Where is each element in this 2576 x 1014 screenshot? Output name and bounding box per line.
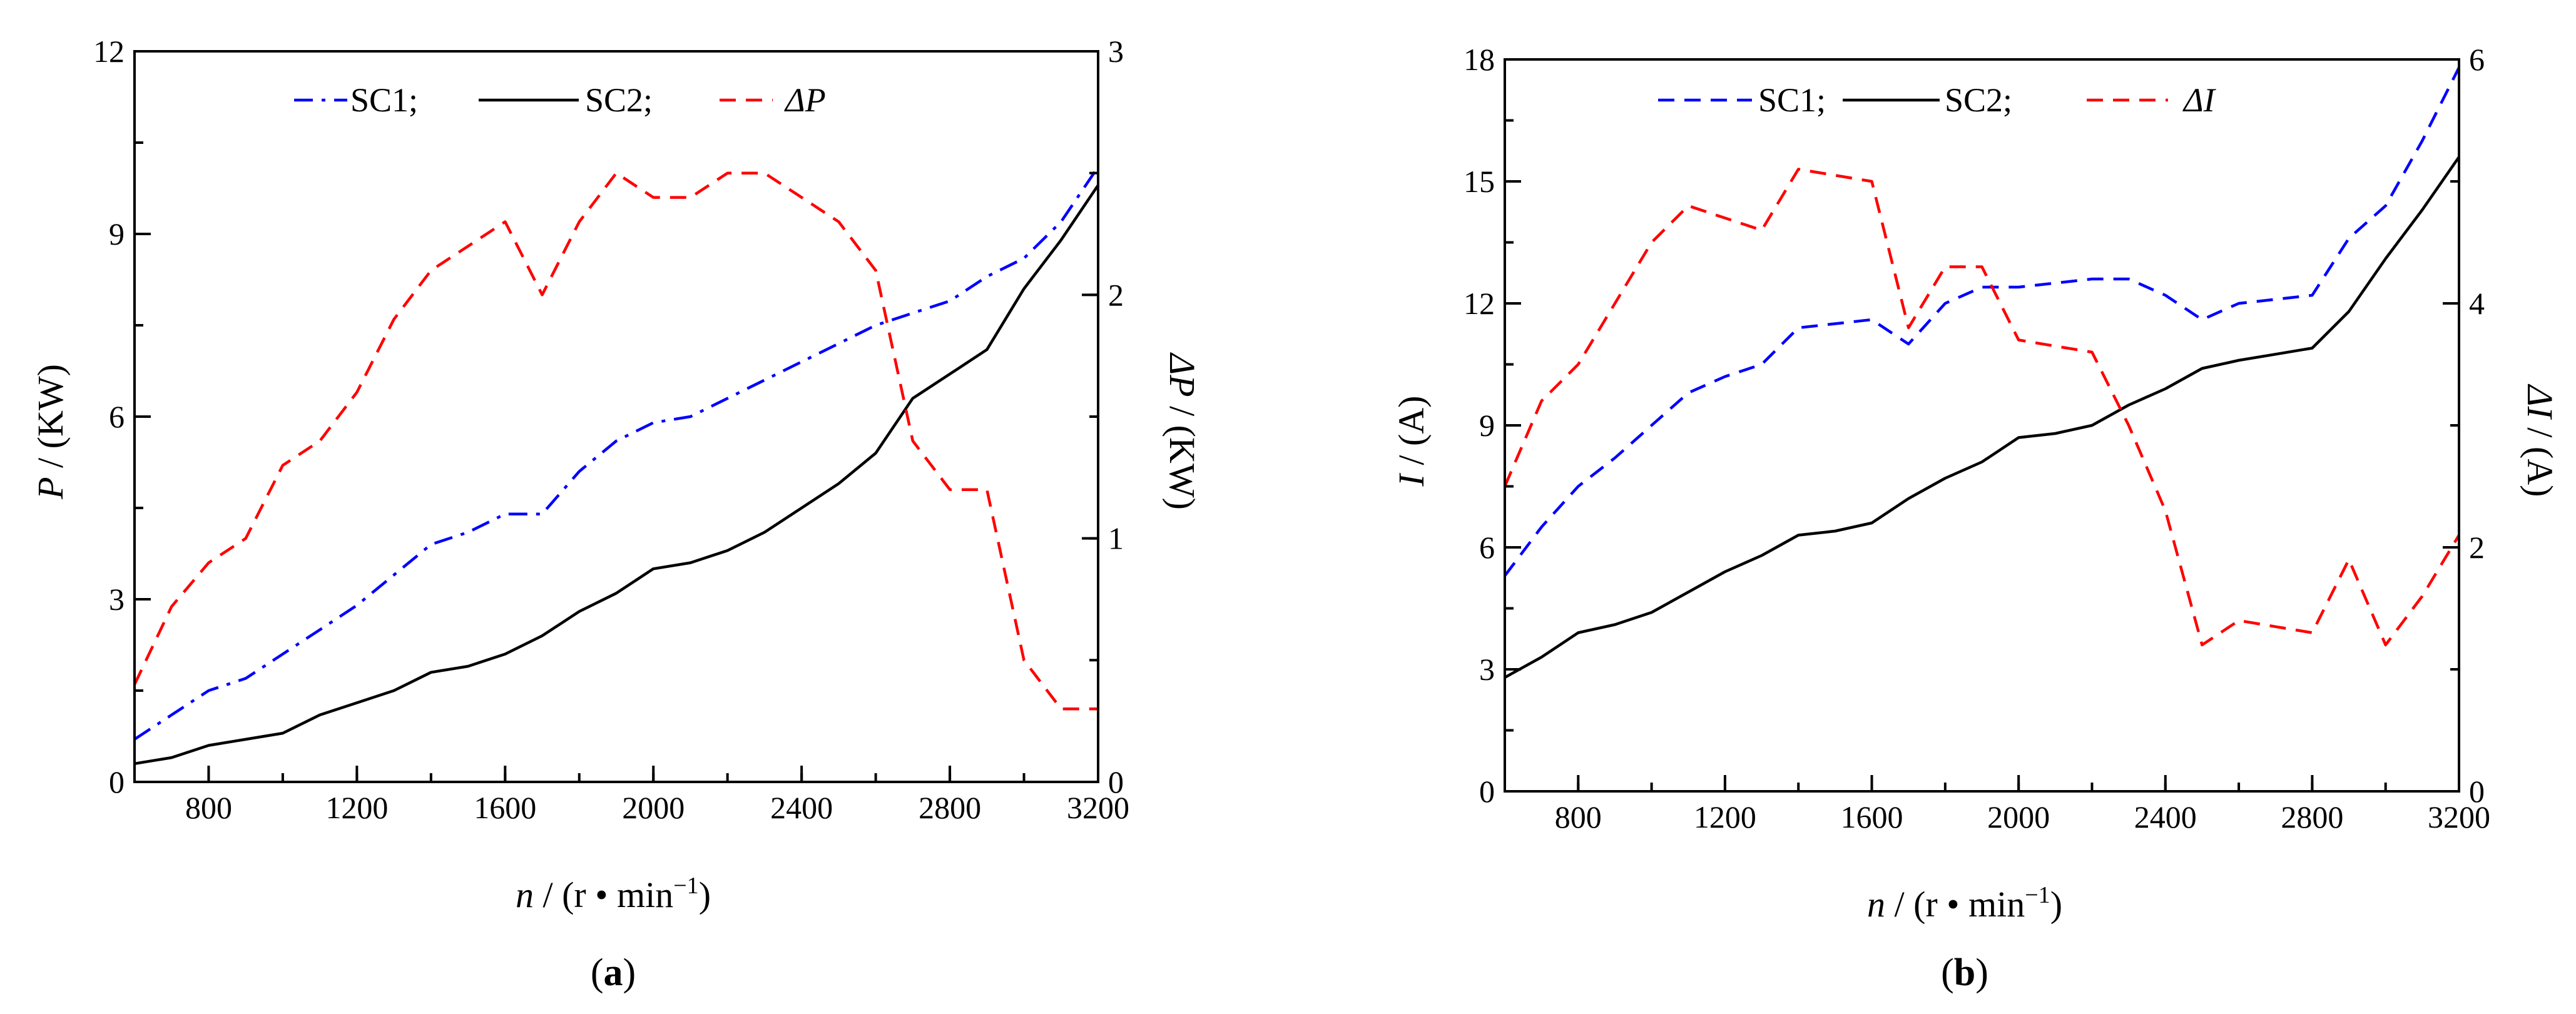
x-axis-var-b: n [1867, 884, 1885, 925]
x-tick-label-2400-a: 2400 [770, 790, 833, 825]
series-line-sc2-b [1504, 156, 2460, 679]
y2-tick-label-1-a: 1 [1108, 521, 1124, 556]
y-tick-label-9-b: 9 [1479, 408, 1495, 443]
panel-label-b: (b) [1941, 951, 1988, 994]
x-tick-label-2800-b: 2800 [2281, 799, 2343, 834]
y2-axis-unit-a: / (KW) [1162, 397, 1203, 510]
y2-tick-label-0-a: 0 [1108, 764, 1124, 799]
panel-letter-b: b [1954, 951, 1975, 994]
y2-axis-var-b: ΔI [2520, 384, 2560, 420]
y-tick-label-3-a: 3 [109, 582, 125, 617]
y-tick-label-6-b: 6 [1479, 530, 1495, 565]
x-axis-title-b: n / (r • min−1) [1867, 882, 2062, 925]
y2-axis-unit-b: / (A) [2520, 418, 2560, 497]
x-axis-unit-b: / (r • min [1885, 884, 2025, 925]
series-line-sc1-b [1504, 66, 2461, 577]
x-axis-unit-a: / (r • min [534, 875, 673, 915]
y-axis-title-a: P / (KW) [30, 364, 71, 500]
y-axis-unit-b: / (A) [1391, 396, 1432, 475]
legend-label-sc1-b: SC1; [1758, 81, 1826, 119]
legend-label-delta-a: ΔP [784, 81, 826, 119]
x-axis-exp-a: −1 [673, 873, 698, 899]
y2-tick-label-3-a: 3 [1108, 34, 1124, 69]
x-tick-label-1200-b: 1200 [1694, 799, 1756, 834]
y2-tick-label-6-b: 6 [2469, 42, 2485, 77]
y2-tick-label-4-b: 4 [2469, 286, 2485, 321]
x-tick-label-1200-a: 1200 [325, 790, 388, 825]
legend-label-delta-b: ΔI [2182, 81, 2217, 119]
y-tick-label-0-b: 0 [1479, 774, 1495, 809]
legend-label-sc2-b: SC2; [1945, 81, 2012, 119]
x-tick-label-3200-b: 3200 [2428, 799, 2490, 834]
plot-frame-b [1504, 58, 2460, 793]
series-line-delta-i-b [1503, 168, 2460, 647]
chart-panel-b: 800 1200 1600 2000 2400 2800 32000369121518024… [1391, 42, 2560, 994]
y2-axis-title-b: ΔI / (A) [2520, 384, 2560, 497]
series-group-a [133, 166, 1099, 766]
x-axis-close-b: ) [2050, 884, 2062, 925]
y-axis-var-a: P [30, 477, 71, 499]
axes-a [133, 50, 1099, 783]
x-tick-label-800-b: 800 [1555, 799, 1602, 834]
tick-labels-b: 800 1200 1600 2000 2400 2800 32000369121518024… [1464, 42, 2490, 834]
y2-tick-label-2-a: 2 [1108, 277, 1124, 312]
x-axis-var-a: n [516, 875, 534, 915]
x-tick-label-2400-b: 2400 [2134, 799, 2197, 834]
y-tick-label-12-b: 12 [1464, 286, 1495, 321]
y2-tick-label-2-b: 2 [2469, 530, 2485, 565]
x-tick-label-1600-a: 1600 [474, 790, 536, 825]
axes-b [1504, 58, 2460, 793]
x-tick-label-2000-a: 2000 [622, 790, 685, 825]
x-tick-label-3200-a: 3200 [1067, 790, 1129, 825]
y2-axis-title-a: ΔP / (KW) [1162, 352, 1203, 510]
series-line-sc2-a [134, 184, 1099, 766]
y-tick-label-15-b: 15 [1464, 164, 1495, 199]
x-tick-label-2800-a: 2800 [919, 790, 981, 825]
legend-a: SC1; SC2; ΔP [294, 81, 826, 119]
x-axis-title-a: n / (r • min−1) [516, 873, 711, 915]
panel-label-a: (a) [591, 951, 636, 994]
x-tick-label-1600-b: 1600 [1841, 799, 1903, 834]
x-tick-label-2000-b: 2000 [1987, 799, 2050, 834]
plot-frame-a [133, 50, 1099, 783]
legend-label-sc1-a: SC1; [350, 81, 418, 119]
y-tick-label-9-a: 9 [109, 216, 125, 251]
y-tick-label-6-a: 6 [109, 399, 125, 434]
x-axis-close-a: ) [699, 875, 711, 915]
legend-label-sc2-a: SC2; [585, 81, 653, 119]
series-group-b [1503, 66, 2461, 679]
x-axis-exp-b: −1 [2025, 882, 2050, 908]
series-line-sc1-a [133, 166, 1099, 741]
y-axis-var-b: I [1391, 472, 1432, 487]
panel-letter-a: a [604, 951, 623, 994]
y-tick-label-18-b: 18 [1464, 42, 1495, 77]
y-axis-unit-a: / (KW) [30, 364, 71, 477]
y-tick-label-3-b: 3 [1479, 652, 1495, 687]
y-tick-label-0-a: 0 [109, 764, 125, 799]
x-tick-label-800-a: 800 [185, 790, 232, 825]
legend-b: SC1; SC2; ΔI [1658, 81, 2217, 119]
y-axis-title-b: I / (A) [1391, 396, 1432, 487]
y2-tick-label-0-b: 0 [2469, 774, 2485, 809]
y-tick-label-12-a: 12 [93, 34, 125, 69]
y2-axis-var-a: ΔP [1162, 352, 1203, 397]
